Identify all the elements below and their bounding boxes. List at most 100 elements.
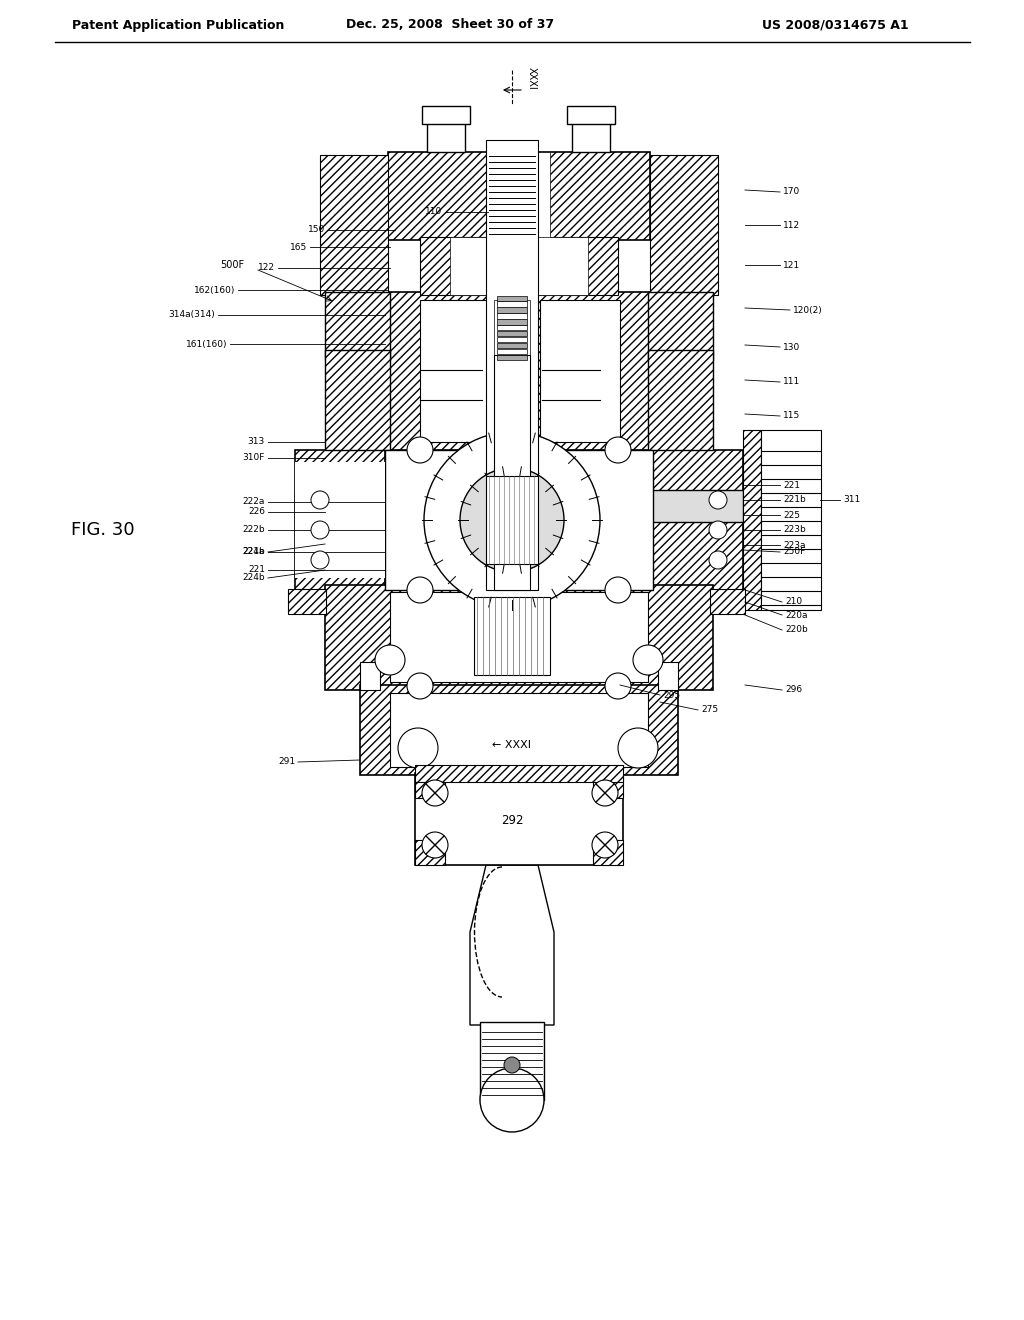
Bar [497,308,527,313]
Bar [486,477,538,564]
Text: 224b: 224b [243,573,265,582]
Text: 170: 170 [783,187,800,197]
Bar [388,152,650,240]
Bar [422,106,470,124]
Bar [420,238,618,294]
Bar [497,296,527,301]
Bar [390,693,648,767]
Circle shape [422,780,449,807]
Text: 115: 115 [783,412,800,421]
Circle shape [605,577,631,603]
Text: 291: 291 [278,758,295,767]
Bar [494,355,530,590]
Bar [497,325,527,330]
Bar [710,589,745,614]
Circle shape [407,577,433,603]
Text: 110: 110 [425,207,442,216]
Bar [648,292,713,360]
Bar [497,331,527,337]
Bar [360,685,678,775]
Bar [295,450,385,590]
Bar [295,490,743,521]
Bar [497,319,527,325]
Text: 223b: 223b [783,525,806,535]
Text: 222b: 222b [243,525,265,535]
Text: 112: 112 [783,220,800,230]
Bar [450,238,588,294]
Bar [650,154,718,294]
Circle shape [407,437,433,463]
Polygon shape [470,865,554,1026]
Bar [415,774,623,865]
Circle shape [375,645,406,675]
Circle shape [709,521,727,539]
Bar [497,355,527,360]
Circle shape [592,780,618,807]
Circle shape [633,645,663,675]
Circle shape [490,498,534,543]
Bar [567,106,615,124]
Bar [761,430,821,610]
Text: Patent Application Publication: Patent Application Publication [72,18,285,32]
Text: 223a: 223a [783,540,806,549]
Circle shape [709,550,727,569]
Circle shape [398,729,438,768]
Bar [390,591,648,682]
Text: 311: 311 [843,495,860,504]
Bar [593,774,623,799]
Circle shape [605,673,631,700]
Text: 222a: 222a [243,498,265,507]
Text: Dec. 25, 2008  Sheet 30 of 37: Dec. 25, 2008 Sheet 30 of 37 [346,18,554,32]
Bar [325,585,713,690]
Circle shape [311,521,329,539]
Text: US 2008/0314675 A1: US 2008/0314675 A1 [762,18,908,32]
Text: 111: 111 [783,378,800,387]
Text: 295: 295 [663,690,680,700]
Text: 221: 221 [783,480,800,490]
Text: 224a: 224a [243,548,265,557]
Text: 165: 165 [290,243,307,252]
Bar [319,154,388,294]
Bar [415,840,445,865]
Bar [325,292,390,360]
Bar [648,350,713,450]
Circle shape [592,832,618,858]
Text: 296: 296 [785,685,802,694]
Text: 162(160): 162(160) [194,285,234,294]
Text: FIG. 30: FIG. 30 [72,521,135,539]
Bar [593,840,623,865]
Text: 210: 210 [785,598,802,606]
Circle shape [311,550,329,569]
Text: 275: 275 [701,705,718,714]
Bar [480,1022,544,1100]
Bar [474,597,550,675]
Bar [497,313,527,318]
Text: 250F: 250F [783,548,805,557]
Bar [540,300,620,442]
Text: 226: 226 [248,507,265,516]
Circle shape [407,673,433,700]
Bar [653,450,743,590]
Text: 310F: 310F [243,454,265,462]
Bar [488,152,550,240]
Text: 161(160): 161(160) [185,339,227,348]
Bar [288,589,326,614]
Circle shape [618,729,658,768]
Bar [497,337,527,342]
Circle shape [605,437,631,463]
Bar [415,766,623,781]
Circle shape [424,432,600,609]
Bar [494,300,530,442]
Circle shape [504,1057,520,1073]
Circle shape [480,1068,544,1133]
Text: 150: 150 [308,226,325,235]
Circle shape [422,832,449,858]
Bar [427,120,465,152]
Text: XXXI: XXXI [527,66,537,90]
Bar [486,140,538,590]
Bar [415,774,445,799]
Bar [658,663,678,690]
Bar [385,450,653,590]
Circle shape [311,491,329,510]
Text: 221b: 221b [783,495,806,504]
